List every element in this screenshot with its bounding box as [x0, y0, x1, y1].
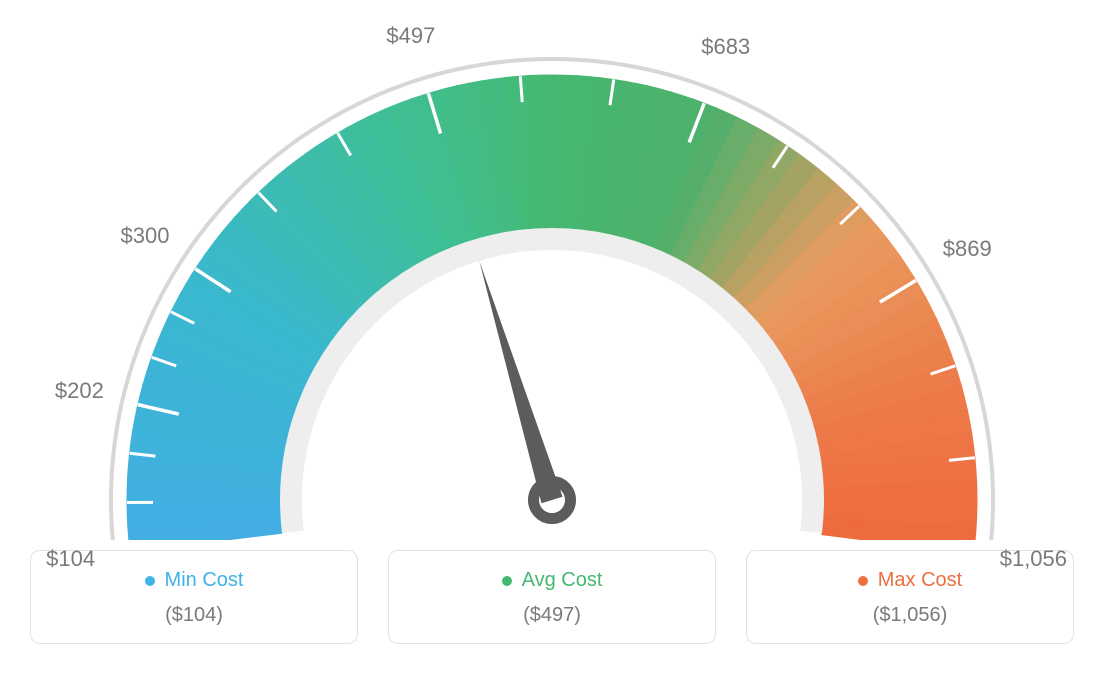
legend-dot-icon — [145, 576, 155, 586]
gauge-svg — [0, 0, 1104, 540]
legend-dot-icon — [858, 576, 868, 586]
legend-title-text: Avg Cost — [522, 569, 603, 592]
legend-title-text: Min Cost — [165, 569, 244, 592]
legend-title: Min Cost — [145, 569, 244, 592]
legend-value: ($497) — [399, 604, 705, 627]
gauge-needle — [479, 261, 562, 503]
legend-title: Avg Cost — [502, 569, 603, 592]
legend-card: Avg Cost ($497) — [388, 550, 716, 644]
legend-dot-icon — [502, 576, 512, 586]
tick-label: $104 — [46, 546, 95, 572]
tick-label: $683 — [701, 34, 750, 60]
legend-title: Max Cost — [858, 569, 962, 592]
legend-value: ($1,056) — [757, 604, 1063, 627]
legend-row: Min Cost ($104) Avg Cost ($497) Max Cost ($1,… — [0, 550, 1104, 644]
tick-label: $202 — [55, 378, 104, 404]
tick-label: $1,056 — [1000, 546, 1067, 572]
tick-label: $300 — [120, 223, 169, 249]
tick-label: $497 — [386, 23, 435, 49]
legend-value: ($104) — [41, 604, 347, 627]
tick-label: $869 — [943, 236, 992, 262]
tick-minor — [520, 76, 522, 102]
legend-title-text: Max Cost — [878, 569, 962, 592]
cost-gauge: $104$202$300$497$683$869$1,056 — [0, 0, 1104, 540]
